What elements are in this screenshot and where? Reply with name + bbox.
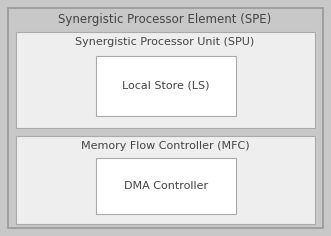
Text: Synergistic Processor Unit (SPU): Synergistic Processor Unit (SPU) — [75, 37, 255, 47]
Text: Synergistic Processor Element (SPE): Synergistic Processor Element (SPE) — [58, 13, 272, 26]
Text: Memory Flow Controller (MFC): Memory Flow Controller (MFC) — [81, 141, 249, 151]
Text: Local Store (LS): Local Store (LS) — [122, 81, 210, 91]
Bar — [96, 158, 236, 214]
Text: DMA Controller: DMA Controller — [124, 181, 208, 191]
Bar — [16, 136, 315, 224]
Bar — [16, 32, 315, 128]
Bar — [96, 56, 236, 116]
